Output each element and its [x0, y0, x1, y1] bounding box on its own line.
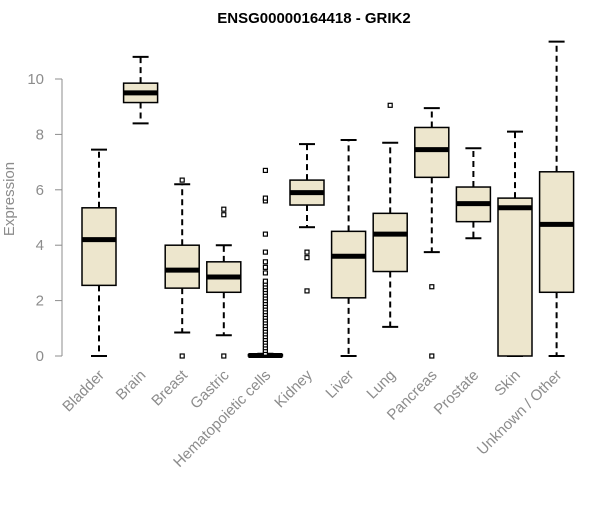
box-group — [372, 102, 408, 328]
x-tick-label: Brain — [113, 367, 150, 404]
outlier-point — [262, 270, 268, 276]
y-tick-label: 4 — [36, 237, 44, 254]
x-tick-label: Skin — [491, 367, 524, 400]
outlier-point — [262, 167, 268, 174]
outlier-point — [429, 353, 435, 359]
box-iqr — [330, 230, 367, 299]
box-group — [81, 148, 117, 357]
x-tick-label: Lung — [363, 367, 399, 403]
outlier-point — [262, 259, 268, 265]
box-group — [455, 147, 492, 240]
outlier-point — [221, 353, 227, 359]
box-group — [538, 40, 575, 357]
outlier-point — [221, 212, 227, 218]
x-tick-label: Liver — [322, 367, 357, 402]
outlier-point — [262, 195, 268, 201]
outlier-point — [262, 278, 268, 284]
box-iqr — [164, 244, 200, 289]
plot-area — [81, 40, 575, 359]
box-group — [497, 130, 533, 357]
box-group — [414, 107, 450, 359]
y-axis: 0 2 4 6 8 10 — [27, 71, 63, 365]
outlier-point — [304, 288, 310, 294]
box-group — [289, 143, 325, 294]
outlier-point — [262, 249, 268, 255]
outlier-point — [387, 102, 393, 108]
outlier-point — [262, 264, 268, 270]
y-tick-label: 2 — [36, 293, 44, 310]
y-tick-label: 10 — [27, 71, 44, 88]
box-group — [206, 206, 242, 359]
outlier-point — [429, 284, 435, 290]
box-group — [330, 138, 367, 357]
outlier-point — [179, 353, 185, 359]
box-group — [122, 55, 159, 125]
y-axis-label: Expression — [1, 162, 18, 236]
outlier-point — [221, 206, 227, 212]
y-tick-label: 0 — [36, 348, 44, 365]
x-tick-label: Kidney — [271, 366, 316, 411]
chart-title: ENSG00000164418 - GRIK2 — [217, 10, 410, 27]
box-iqr — [497, 197, 533, 357]
box-iqr — [81, 207, 117, 287]
outlier-point — [179, 177, 185, 183]
x-tick-label: Breast — [148, 366, 191, 409]
outlier-point — [262, 231, 268, 237]
box-iqr — [414, 126, 450, 179]
x-tick-label: Prostate — [431, 367, 483, 419]
outlier-point — [304, 249, 310, 255]
box-iqr — [372, 212, 408, 273]
box-group — [247, 167, 284, 358]
x-tick-label: Bladder — [59, 367, 108, 416]
y-tick-label: 8 — [36, 126, 44, 143]
box-iqr — [538, 171, 575, 294]
y-tick-label: 6 — [36, 182, 44, 199]
outlier-point — [304, 255, 310, 261]
box-group — [164, 177, 200, 359]
